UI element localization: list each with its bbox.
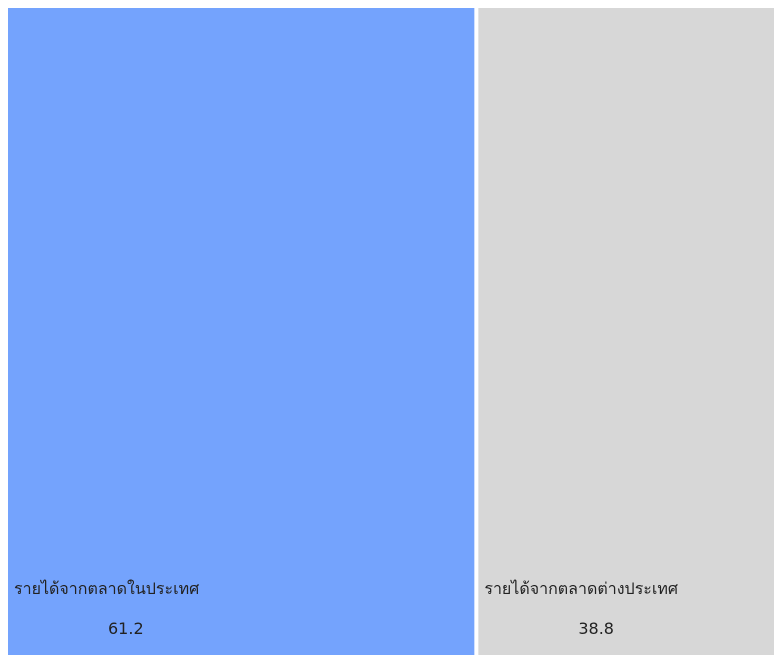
tile-label: รายได้จากตลาดต่างประเทศ	[484, 579, 678, 598]
treemap-rect	[8, 8, 475, 655]
treemap-tile-1: รายได้จากตลาดต่างประเทศ 38.8	[478, 8, 774, 655]
treemap-svg: รายได้จากตลาดในประเทศ 61.2 รายได้จากตลาดต่…	[8, 8, 774, 655]
tile-label: รายได้จากตลาดในประเทศ	[14, 579, 199, 598]
tile-value: 61.2	[108, 619, 144, 638]
treemap-chart: รายได้จากตลาดในประเทศ 61.2 รายได้จากตลาดต่…	[8, 8, 774, 655]
tile-value: 38.8	[578, 619, 614, 638]
treemap-tile-0: รายได้จากตลาดในประเทศ 61.2	[8, 8, 475, 655]
treemap-rect	[478, 8, 774, 655]
